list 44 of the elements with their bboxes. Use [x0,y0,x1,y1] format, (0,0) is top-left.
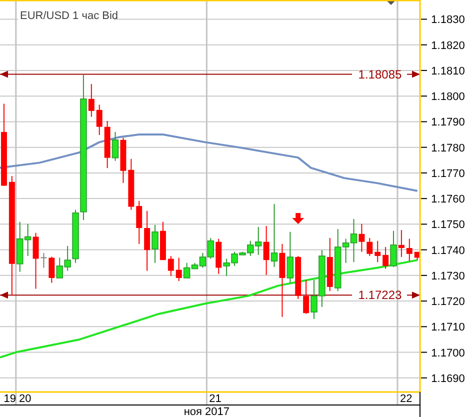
y-tick-label: 1.1810 [431,65,465,78]
candlestick [176,257,182,282]
candlestick [40,252,48,268]
line-series [0,134,418,192]
x-axis-title: ноя 2017 [184,406,230,417]
y-tick-label: 1.1700 [431,347,465,360]
y-tick-label: 1.1760 [431,194,465,206]
candlestick [374,240,381,263]
candlestick [398,230,404,258]
text: EUR/USD 1 час Bid [20,10,118,22]
y-tick-label: 1.1710 [431,322,465,334]
candlestick [382,246,389,270]
candlestick [96,104,102,136]
x-tick-label: 22 [400,393,412,405]
y-tick-label: 1.1690 [431,372,465,385]
ref-line-label: 1.17223 [358,288,402,302]
candlestick [358,223,365,252]
y-tick-label: 1.1730 [431,270,465,282]
candlestick [136,200,142,244]
y-tick-label: 1.1770 [431,168,465,180]
x-tick-label: 20 [19,393,32,405]
candlestick [263,225,270,276]
candlestick [88,84,94,118]
x-tick-label: 21 [209,393,222,405]
candlestick [48,256,55,284]
candlestick [270,203,278,268]
y-tick-label: 1.1740 [431,244,465,257]
y-tick-label: 1.1790 [431,116,465,129]
y-tick-label: 1.1750 [431,219,465,232]
candlestick [32,232,39,290]
y-tick-label: 1.1780 [431,142,465,154]
candlestick [144,210,150,272]
candlestick [112,131,119,162]
candlestick [406,238,412,262]
x-tick-label: 19 [4,393,16,405]
candlestick [303,280,310,314]
y-tick-label: 1.1830 [431,14,465,26]
ref-line-label: 1.18085 [358,67,402,82]
candlestick [168,255,174,276]
candlestick [152,224,158,264]
y-tick-label: 1.1720 [431,296,465,308]
y-tick-label: 1.1800 [431,91,465,104]
candlestick [366,238,373,256]
y-tick-label: 1.1820 [431,40,465,52]
